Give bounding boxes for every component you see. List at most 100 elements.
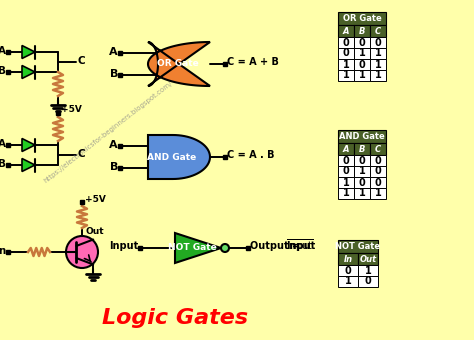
Bar	[338, 265, 358, 276]
Text: 1: 1	[374, 70, 382, 81]
Text: 1: 1	[343, 59, 349, 69]
Bar	[338, 48, 354, 59]
Bar	[354, 25, 370, 37]
Bar	[354, 59, 370, 70]
Text: 1: 1	[343, 177, 349, 187]
Text: 0: 0	[374, 177, 382, 187]
Text: 0: 0	[374, 155, 382, 166]
Text: 0: 0	[359, 59, 365, 69]
Bar	[354, 155, 370, 166]
Text: 1: 1	[343, 188, 349, 199]
Bar	[370, 37, 386, 48]
Text: AND Gate: AND Gate	[339, 132, 385, 141]
Polygon shape	[22, 158, 35, 171]
Text: C = A . B: C = A . B	[227, 150, 274, 160]
Text: In: In	[344, 255, 353, 264]
Text: Input: Input	[286, 241, 315, 251]
Text: 0: 0	[374, 37, 382, 48]
Bar	[338, 188, 354, 199]
Text: 1: 1	[365, 266, 371, 275]
Text: B: B	[109, 69, 118, 79]
Text: 0: 0	[359, 37, 365, 48]
Polygon shape	[22, 66, 35, 79]
Text: A: A	[0, 46, 6, 56]
Text: C: C	[375, 144, 381, 153]
Text: 0: 0	[345, 266, 351, 275]
Bar	[338, 37, 354, 48]
Text: 0: 0	[343, 49, 349, 58]
Text: B: B	[359, 27, 365, 35]
Bar	[338, 253, 358, 265]
Bar	[338, 70, 354, 81]
Text: $\overline{\mathrm{Input}}$: $\overline{\mathrm{Input}}$	[286, 238, 313, 254]
Bar	[358, 276, 378, 287]
Bar	[370, 188, 386, 199]
Polygon shape	[22, 46, 35, 58]
Bar	[354, 70, 370, 81]
Text: 1: 1	[374, 188, 382, 199]
Bar	[370, 177, 386, 188]
Text: B: B	[0, 66, 6, 76]
Text: Input: Input	[109, 241, 138, 251]
Bar	[354, 143, 370, 155]
Text: 0: 0	[359, 155, 365, 166]
Text: C: C	[78, 56, 86, 66]
Text: B: B	[0, 159, 6, 169]
Text: 0: 0	[359, 177, 365, 187]
Text: 1: 1	[374, 59, 382, 69]
Bar	[370, 155, 386, 166]
Text: OR Gate: OR Gate	[157, 59, 199, 68]
Text: Out: Out	[359, 255, 376, 264]
Text: 1: 1	[359, 188, 365, 199]
Polygon shape	[148, 135, 210, 179]
Text: AND Gate: AND Gate	[147, 153, 196, 162]
Text: https://electronicsfor-beginners.blogspot.com/: https://electronicsfor-beginners.blogspo…	[43, 80, 173, 184]
Text: 1: 1	[359, 49, 365, 58]
Text: 0: 0	[343, 167, 349, 176]
Text: 1: 1	[345, 276, 351, 287]
Bar	[338, 177, 354, 188]
Text: +5V: +5V	[85, 195, 106, 204]
Text: A: A	[343, 144, 349, 153]
Text: 0: 0	[365, 276, 371, 287]
Text: A: A	[109, 47, 118, 57]
Bar	[338, 240, 378, 253]
Bar	[370, 143, 386, 155]
Text: 1: 1	[359, 70, 365, 81]
Text: 0: 0	[374, 167, 382, 176]
Text: C = A + B: C = A + B	[227, 57, 279, 67]
Circle shape	[221, 244, 229, 252]
Text: NOT Gate: NOT Gate	[168, 243, 217, 253]
Text: Output =: Output =	[250, 241, 303, 251]
Text: Logic Gates: Logic Gates	[102, 308, 248, 328]
Bar	[354, 166, 370, 177]
Text: C: C	[375, 27, 381, 35]
Text: 0: 0	[343, 155, 349, 166]
Text: B: B	[109, 162, 118, 172]
Bar	[338, 276, 358, 287]
Text: OR Gate: OR Gate	[343, 14, 382, 23]
Bar	[338, 25, 354, 37]
Text: A: A	[109, 140, 118, 150]
Text: Out: Out	[86, 226, 105, 236]
Bar	[354, 48, 370, 59]
Bar	[338, 12, 386, 25]
Text: 1: 1	[343, 70, 349, 81]
Bar	[358, 265, 378, 276]
Bar	[354, 188, 370, 199]
Bar	[370, 48, 386, 59]
Bar	[370, 59, 386, 70]
Text: NOT Gate: NOT Gate	[336, 242, 381, 251]
Bar	[338, 59, 354, 70]
Bar	[370, 70, 386, 81]
Text: 1: 1	[374, 49, 382, 58]
Polygon shape	[148, 42, 210, 86]
Bar	[338, 166, 354, 177]
Text: In: In	[0, 246, 6, 256]
Bar	[354, 177, 370, 188]
Bar	[338, 143, 354, 155]
Text: 1: 1	[359, 167, 365, 176]
Text: A: A	[0, 139, 6, 149]
Circle shape	[66, 236, 98, 268]
Text: +5V: +5V	[61, 105, 82, 115]
